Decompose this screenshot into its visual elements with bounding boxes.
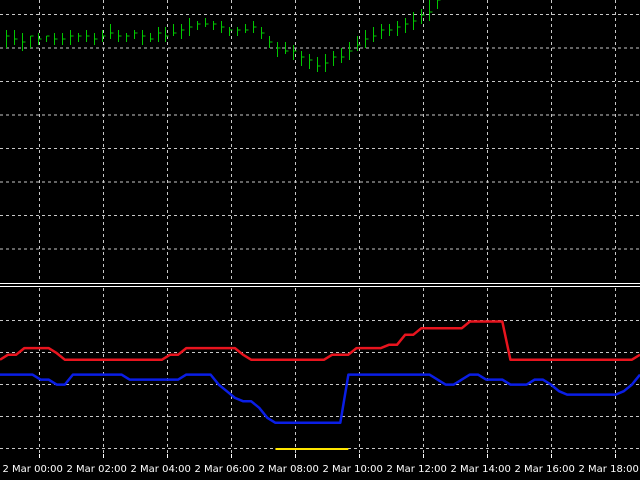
price-bar (429, 0, 433, 21)
price-bar (341, 48, 345, 63)
price-bar (213, 21, 217, 30)
price-bar (102, 30, 106, 42)
price-bar (301, 51, 305, 66)
price-bar (261, 27, 265, 39)
time-axis-label: 2 Mar 16:00 (515, 464, 575, 475)
price-bar (165, 27, 169, 42)
price-bar (285, 42, 289, 54)
price-bar (181, 24, 185, 39)
price-bar (118, 30, 122, 42)
indicator-lines[interactable] (0, 320, 640, 425)
price-bar (349, 42, 353, 60)
price-bar (14, 30, 18, 45)
price-bar (381, 24, 385, 39)
price-bar (38, 33, 42, 45)
price-bar (86, 30, 90, 42)
price-bar (357, 36, 361, 51)
time-axis-label: 2 Mar 12:00 (387, 464, 447, 475)
price-bar (189, 18, 193, 36)
price-bars[interactable] (6, 0, 640, 72)
price-bar (46, 35, 50, 42)
price-bar (237, 27, 241, 36)
price-bar (293, 45, 297, 60)
price-bar (437, 0, 441, 9)
price-bar (134, 30, 138, 39)
price-bar (309, 54, 313, 69)
upper-band-line[interactable] (0, 320, 640, 361)
time-axis-label: 2 Mar 06:00 (195, 464, 255, 475)
price-bar (373, 27, 377, 42)
price-bar (365, 30, 369, 48)
price-bar (6, 30, 10, 48)
time-axis-label: 2 Mar 08:00 (259, 464, 319, 475)
price-bar (30, 35, 34, 48)
price-bar (197, 21, 201, 30)
price-bar (173, 24, 177, 36)
time-axis-label: 2 Mar 00:00 (3, 464, 63, 475)
price-bar (54, 33, 58, 45)
price-bar (253, 21, 257, 33)
time-axis-label: 2 Mar 02:00 (67, 464, 127, 475)
price-bar (62, 33, 66, 45)
price-bar (325, 54, 329, 72)
price-bar (94, 33, 98, 45)
price-bar (269, 36, 273, 48)
main-panel-grid (0, 0, 640, 282)
time-axis-label: 2 Mar 18:00 (579, 464, 639, 475)
lower-band-line[interactable] (0, 373, 640, 425)
price-bar (126, 33, 130, 42)
price-bar (110, 24, 114, 39)
price-bar (150, 33, 154, 42)
price-bar (413, 12, 417, 30)
price-bar (78, 33, 82, 42)
price-bar (317, 57, 321, 72)
price-bar (421, 9, 425, 24)
price-bar (245, 24, 249, 33)
time-axis-label: 2 Mar 04:00 (131, 464, 191, 475)
price-bar (221, 21, 225, 33)
time-axis-label: 2 Mar 14:00 (451, 464, 511, 475)
time-axis: 2 Mar 00:00 2 Mar 02:00 2 Mar 04:00 2 Mar 0… (3, 454, 639, 475)
price-bar (70, 30, 74, 45)
price-bar (22, 33, 26, 51)
price-bar (397, 21, 401, 36)
price-bar (229, 27, 233, 36)
price-bar (277, 42, 281, 57)
price-bar (333, 51, 337, 66)
price-bar (205, 18, 209, 27)
price-bar (389, 24, 393, 36)
price-bar (158, 27, 162, 42)
time-axis-label: 2 Mar 10:00 (323, 464, 383, 475)
price-bar (405, 18, 409, 33)
price-bar (142, 30, 146, 45)
